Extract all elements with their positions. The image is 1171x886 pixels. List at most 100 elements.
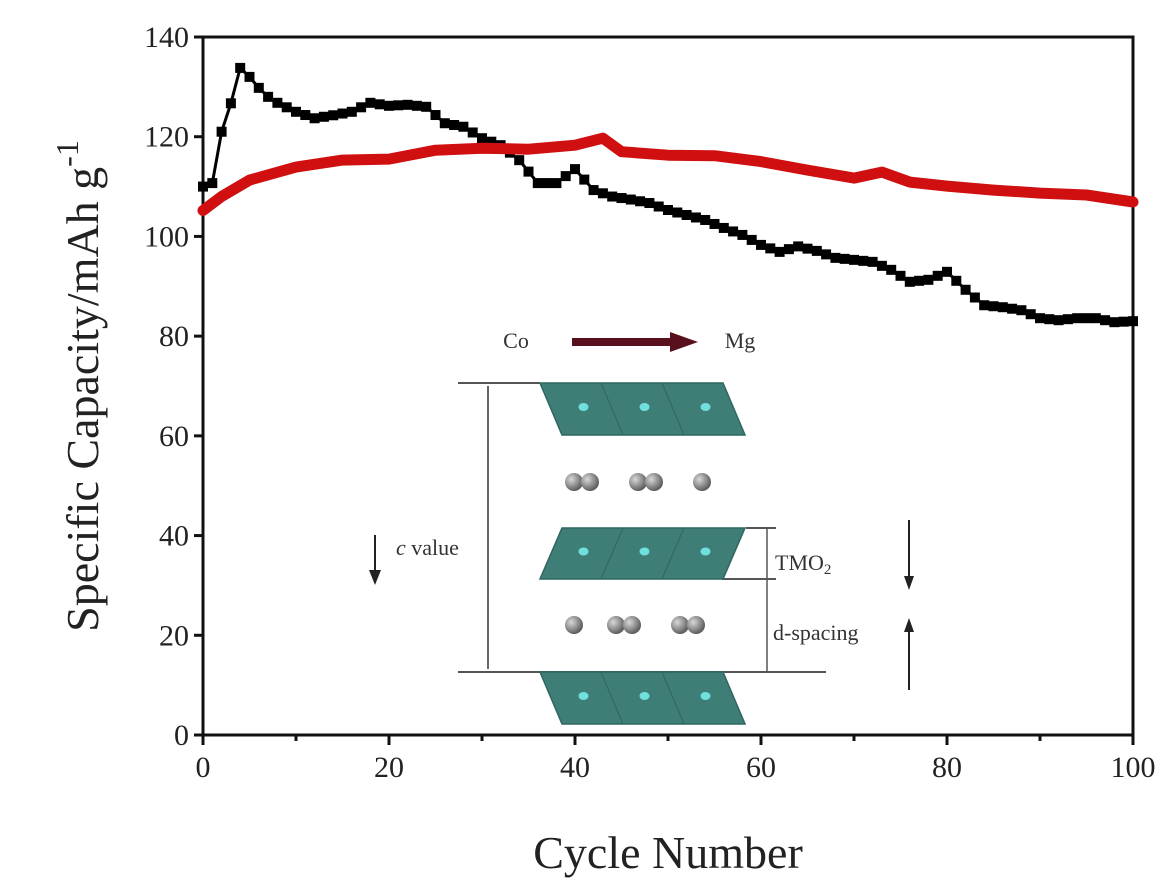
data-point-red <box>607 139 618 150</box>
data-point-black <box>625 194 636 205</box>
data-point-red <box>783 161 794 172</box>
data-point-black <box>244 71 255 82</box>
data-point-red <box>625 147 636 158</box>
data-point-black <box>318 111 329 122</box>
data-point-red <box>942 181 952 192</box>
data-point-black <box>430 110 441 121</box>
data-point-black <box>858 255 869 266</box>
data-point-red <box>951 181 962 192</box>
data-point-black <box>486 136 497 147</box>
lithium-ion <box>671 616 689 634</box>
data-point-black <box>384 100 394 111</box>
c-value-label-italic: c <box>396 535 406 560</box>
data-point-red <box>300 160 311 171</box>
lithium-ion <box>629 473 647 491</box>
data-point-black <box>635 196 646 207</box>
data-point-red <box>895 173 906 184</box>
transition-metal-atom <box>578 692 589 700</box>
data-point-red <box>876 167 887 178</box>
data-point-black <box>346 106 357 117</box>
data-point-red <box>746 155 757 166</box>
data-point-black <box>402 99 413 110</box>
transition-metal-atom <box>639 403 650 411</box>
data-point-black <box>886 264 897 275</box>
d-spacing-up-arrow-icon <box>904 618 914 690</box>
data-point-red <box>281 164 292 175</box>
data-point-red <box>477 143 487 154</box>
data-point-black <box>821 249 832 260</box>
data-point-black <box>532 178 543 189</box>
data-point-red <box>681 150 692 161</box>
x-tick-label: 60 <box>746 751 776 784</box>
data-point-black <box>588 185 599 196</box>
data-point-black <box>793 241 804 252</box>
co-to-mg-arrow-icon <box>572 332 698 352</box>
data-point-black <box>914 275 925 286</box>
tmo2-layers <box>538 382 747 725</box>
data-point-red <box>1081 190 1092 201</box>
transition-metal-atom <box>700 547 711 556</box>
data-point-black <box>811 245 822 256</box>
transition-metal-atom <box>700 692 711 700</box>
data-point-black <box>867 256 878 267</box>
data-point-red <box>1044 188 1055 199</box>
transition-metal-atom <box>578 403 589 411</box>
data-point-black <box>263 91 274 102</box>
data-series <box>197 62 1139 328</box>
y-tick-label: 140 <box>144 21 189 54</box>
data-point-black <box>839 253 850 264</box>
octahedron-edge <box>600 382 624 436</box>
x-tick-label: 80 <box>932 751 962 784</box>
data-point-red <box>672 150 683 161</box>
lithium-ion <box>693 473 711 491</box>
data-point-red <box>1090 191 1101 202</box>
data-point-black <box>272 97 283 108</box>
data-point-red <box>560 140 571 151</box>
y-axis-title: Specific Capacity/mAh g <box>57 167 108 632</box>
data-point-red <box>802 165 813 176</box>
data-point-red <box>774 160 785 171</box>
y-tick-label: 120 <box>144 121 189 154</box>
x-tick-label: 20 <box>374 751 404 784</box>
tick-labels: 0 20 40 60 80 100 120 140 0 20 40 60 80 100 <box>144 21 1156 784</box>
data-point-black <box>253 82 264 93</box>
y-tick-label: 60 <box>159 420 189 453</box>
data-point-black <box>774 246 785 257</box>
data-point-red <box>1035 188 1045 199</box>
data-point-red <box>467 143 478 154</box>
data-point-red <box>1053 188 1064 199</box>
data-point-black <box>942 266 952 277</box>
tmo2-down-arrow-icon <box>904 520 914 590</box>
data-point-red <box>225 186 236 197</box>
data-point-black <box>281 102 292 113</box>
data-point-red <box>867 169 878 180</box>
data-point-red <box>421 146 432 157</box>
data-point-red <box>616 146 627 157</box>
data-point-black <box>1072 313 1083 324</box>
data-point-black <box>690 212 701 223</box>
lithium-ion <box>645 473 663 491</box>
data-point-black <box>560 171 571 182</box>
data-point-black <box>988 301 999 312</box>
data-point-red <box>960 182 971 193</box>
crystal-structure-inset: Co Mg c value TMO2 d-spacing <box>369 328 914 725</box>
x-tick-label: 40 <box>560 751 590 784</box>
transition-metal-atom <box>578 547 589 556</box>
data-point-black <box>960 284 971 295</box>
data-point-red <box>1062 189 1073 200</box>
data-point-black <box>514 155 525 166</box>
octahedron-edge <box>661 527 685 580</box>
data-point-black <box>449 119 460 130</box>
data-point-black <box>663 205 673 216</box>
data-point-black <box>207 178 218 189</box>
y-axis-title-superscript: -1 <box>49 140 85 167</box>
data-point-red <box>811 166 822 177</box>
data-point-red <box>904 177 915 188</box>
y-tick-label: 100 <box>144 220 189 253</box>
data-point-black <box>849 254 859 265</box>
data-point-red <box>198 205 208 216</box>
data-point-black <box>1081 313 1092 324</box>
data-point-black <box>356 102 367 113</box>
data-point-red <box>542 142 553 153</box>
data-point-red <box>328 156 339 167</box>
